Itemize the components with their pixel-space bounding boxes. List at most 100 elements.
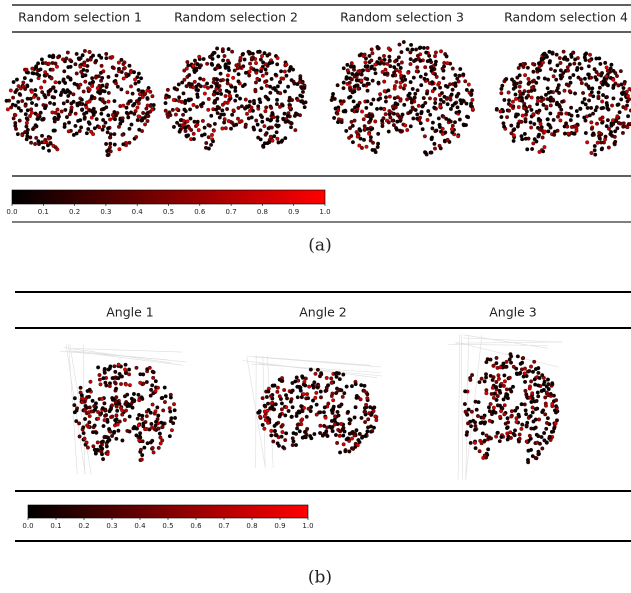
point [79,97,84,102]
point [256,49,260,54]
point [103,120,108,125]
point [269,394,273,398]
point [582,76,587,81]
point [87,394,92,399]
point [46,61,51,66]
point [149,387,154,392]
point [50,67,55,72]
point [99,55,104,60]
point [85,68,90,73]
point [329,376,334,381]
point [542,438,547,443]
point [524,412,529,417]
point [100,406,105,411]
point [79,393,84,398]
point [127,126,132,131]
point [126,115,131,120]
point [148,393,153,398]
point [142,445,147,450]
point [30,101,34,105]
point [538,127,542,132]
point [611,77,616,82]
point [279,401,284,406]
point [421,103,426,108]
point [163,108,168,113]
point [611,118,615,123]
point [201,57,206,61]
point [527,104,532,109]
point [333,433,338,437]
point [98,88,103,93]
point [589,126,594,131]
point [127,383,132,388]
point [134,433,139,438]
point [247,69,252,74]
point [101,439,105,444]
point [479,376,484,381]
point [519,402,524,407]
point [117,419,122,424]
point [621,86,626,90]
point [275,385,280,390]
point [23,103,28,108]
point [132,392,136,396]
point [381,116,386,121]
point [332,422,337,427]
point [399,115,404,119]
point [547,49,552,54]
point [109,406,113,411]
point [457,109,462,114]
point [113,369,118,374]
point [513,428,517,433]
point [55,64,59,69]
point [340,394,345,399]
point [105,130,110,135]
point [537,132,542,137]
point [353,105,357,110]
point [597,85,602,90]
point [530,454,535,459]
point [501,397,506,402]
point [329,418,334,423]
point [535,99,540,103]
point [375,145,380,149]
point [359,78,364,83]
point [348,86,352,91]
point [499,86,504,91]
point [360,109,364,114]
point [565,124,570,129]
point [262,414,267,419]
point [561,49,566,54]
colorbar-tick-label: 0.8 [246,522,257,530]
point [593,108,598,113]
point [515,405,520,410]
point [119,87,124,92]
colorbar-tick-label: 0.9 [274,522,285,530]
point [103,380,108,385]
point [589,105,594,110]
point [507,375,512,380]
point [572,61,577,66]
point [527,80,532,85]
point [548,67,553,72]
point [423,150,427,155]
point [417,46,422,50]
point [494,107,499,111]
point [536,383,541,388]
point [83,417,87,421]
point [205,85,210,90]
point [382,53,386,58]
panel-b: (b) [15,291,631,588]
point [223,100,228,105]
point [495,430,500,435]
point [541,56,546,61]
point [419,111,424,116]
point [322,405,327,410]
point [562,131,567,136]
point [546,382,551,387]
point [144,427,149,431]
point [584,82,589,87]
point [482,438,487,443]
point [566,131,571,136]
point [546,122,551,127]
